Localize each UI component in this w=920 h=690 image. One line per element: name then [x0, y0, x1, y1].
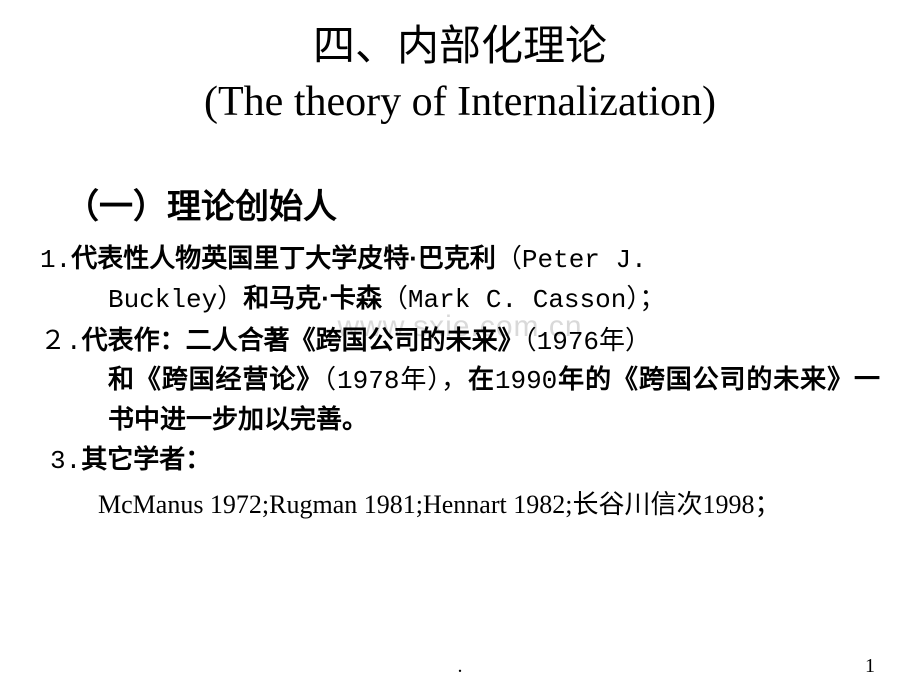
item1-latin2: Buckley）: [108, 285, 243, 315]
item2-bold2: 和《跨国经营论》: [108, 364, 323, 394]
item2-latin2: （1978年），: [323, 366, 468, 396]
item3-prefix: 3.: [50, 446, 81, 476]
footer-dot: .: [0, 655, 920, 678]
title-line-2: (The theory of Internalization): [40, 75, 880, 130]
list-item-3-sub: McManus 1972;Rugman 1981;Hennart 1982;长谷…: [40, 486, 880, 524]
item1-bold2: 和马克·卡森: [243, 283, 382, 313]
item1-bold1: 代表性人物英国里丁大学皮特·巴克利: [71, 243, 496, 273]
list-item-3: 3.其它学者：: [40, 441, 880, 481]
title-block: 四、内部化理论 (The theory of Internalization): [40, 20, 880, 129]
list-item-1: 1.代表性人物英国里丁大学皮特·巴克利（Peter J. Buckley）和马克…: [40, 240, 880, 319]
item2-latin3: 1990: [495, 366, 557, 396]
title-line-1: 四、内部化理论: [40, 20, 880, 75]
slide-container: www.sxie.com.cn 四、内部化理论 (The theory of I…: [0, 0, 920, 690]
item2-latin1: （1976年）: [524, 327, 651, 357]
item2-bold3: 在: [468, 364, 495, 394]
body-text: 1.代表性人物英国里丁大学皮特·巴克利（Peter J. Buckley）和马克…: [40, 240, 880, 524]
item2-prefix: ２.: [40, 327, 82, 357]
item2-bold1: 代表作：二人合著《跨国公司的未来》: [82, 325, 524, 355]
item3-bold1: 其它学者：: [81, 444, 211, 474]
content-area: 四、内部化理论 (The theory of Internalization) …: [40, 20, 880, 524]
page-number: 1: [865, 655, 875, 678]
item1-latin3: （Mark C. Casson）；: [382, 285, 665, 315]
item1-latin1: （Peter J.: [496, 245, 647, 275]
list-item-2: ２.代表作：二人合著《跨国公司的未来》（1976年） 和《跨国经营论》（1978…: [40, 322, 880, 439]
item1-prefix: 1.: [40, 245, 71, 275]
section-subtitle: （一）理论创始人: [40, 179, 880, 228]
